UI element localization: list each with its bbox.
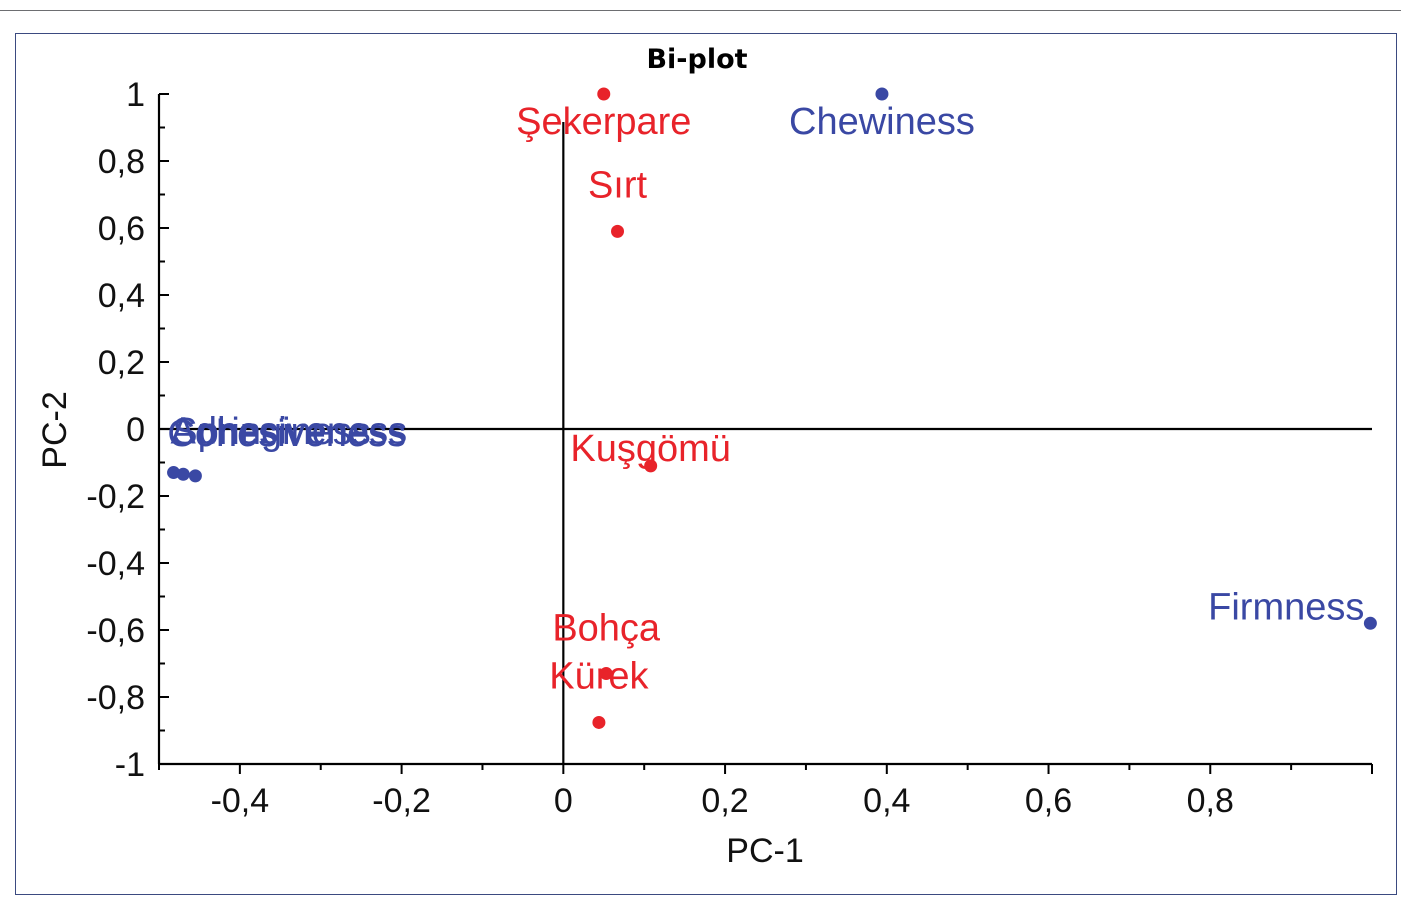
point-cohesiveness xyxy=(188,469,202,483)
x-tick-label: -0,4 xyxy=(211,782,270,820)
y-tick-label: -0,8 xyxy=(86,679,145,717)
chart-frame xyxy=(15,33,1397,895)
x-tick-label: -0,2 xyxy=(372,782,431,820)
label-ku-g-m-: Kuşgömü xyxy=(570,428,731,470)
y-tick-label: 0 xyxy=(126,411,145,449)
point--ekerpare xyxy=(597,87,611,101)
point-adhesiveness xyxy=(167,466,181,480)
point-labels: Şekerpare Sırt Kuşgömü Bohça Kürek Chewiness F… xyxy=(167,101,1364,697)
ticks: 1 0,8 0,6 0,4 0,2 0 -0,2 -0,4 -0,6 -0,8 -1 -0,4 -0,2… xyxy=(86,76,1373,820)
chart-title: Bi-plot xyxy=(646,44,747,75)
x-tick-label: 0,8 xyxy=(1187,782,1234,820)
data-points xyxy=(167,87,1377,729)
point-boh-a xyxy=(599,667,613,681)
point-firmness xyxy=(1363,616,1377,630)
y-tick-label: 0,2 xyxy=(98,344,145,382)
x-tick-label: 0,2 xyxy=(701,782,748,820)
label-firmness: Firmness xyxy=(1208,586,1364,628)
x-tick-label: 0,4 xyxy=(863,782,910,820)
label--ekerpare: Şekerpare xyxy=(516,101,691,143)
point-ku-g-m- xyxy=(644,459,658,473)
x-axis-title: PC-1 xyxy=(726,832,803,870)
label-k-rek: Kürek xyxy=(549,655,649,697)
y-tick-label: 0,4 xyxy=(98,277,145,315)
x-tick-label: 0,6 xyxy=(1025,782,1072,820)
y-tick-label: 1 xyxy=(126,76,145,114)
point-chewiness xyxy=(875,87,889,101)
y-tick-label: 0,6 xyxy=(98,210,145,248)
x-tick-label: 0 xyxy=(554,782,573,820)
y-tick-label: -1 xyxy=(115,746,145,784)
point-springiness xyxy=(176,467,190,481)
label-cohesiveness: Cohesiveness xyxy=(167,413,406,455)
label-s-rt: Sırt xyxy=(588,164,648,206)
y-tick-label: -0,4 xyxy=(86,545,145,583)
y-tick-label: -0,6 xyxy=(86,612,145,650)
point-k-rek xyxy=(592,715,606,729)
label-boh-a: Bohça xyxy=(552,608,661,650)
top-rule xyxy=(0,10,1401,11)
y-axis-title: PC-2 xyxy=(36,391,74,468)
label-chewiness: Chewiness xyxy=(789,101,975,143)
label-springiness: Springiness xyxy=(172,411,371,453)
y-tick-label: 0,8 xyxy=(98,143,145,181)
label-adhesiveness: Adhesiveness xyxy=(171,411,408,453)
y-tick-label: -0,2 xyxy=(86,478,145,516)
point-s-rt xyxy=(611,224,625,238)
